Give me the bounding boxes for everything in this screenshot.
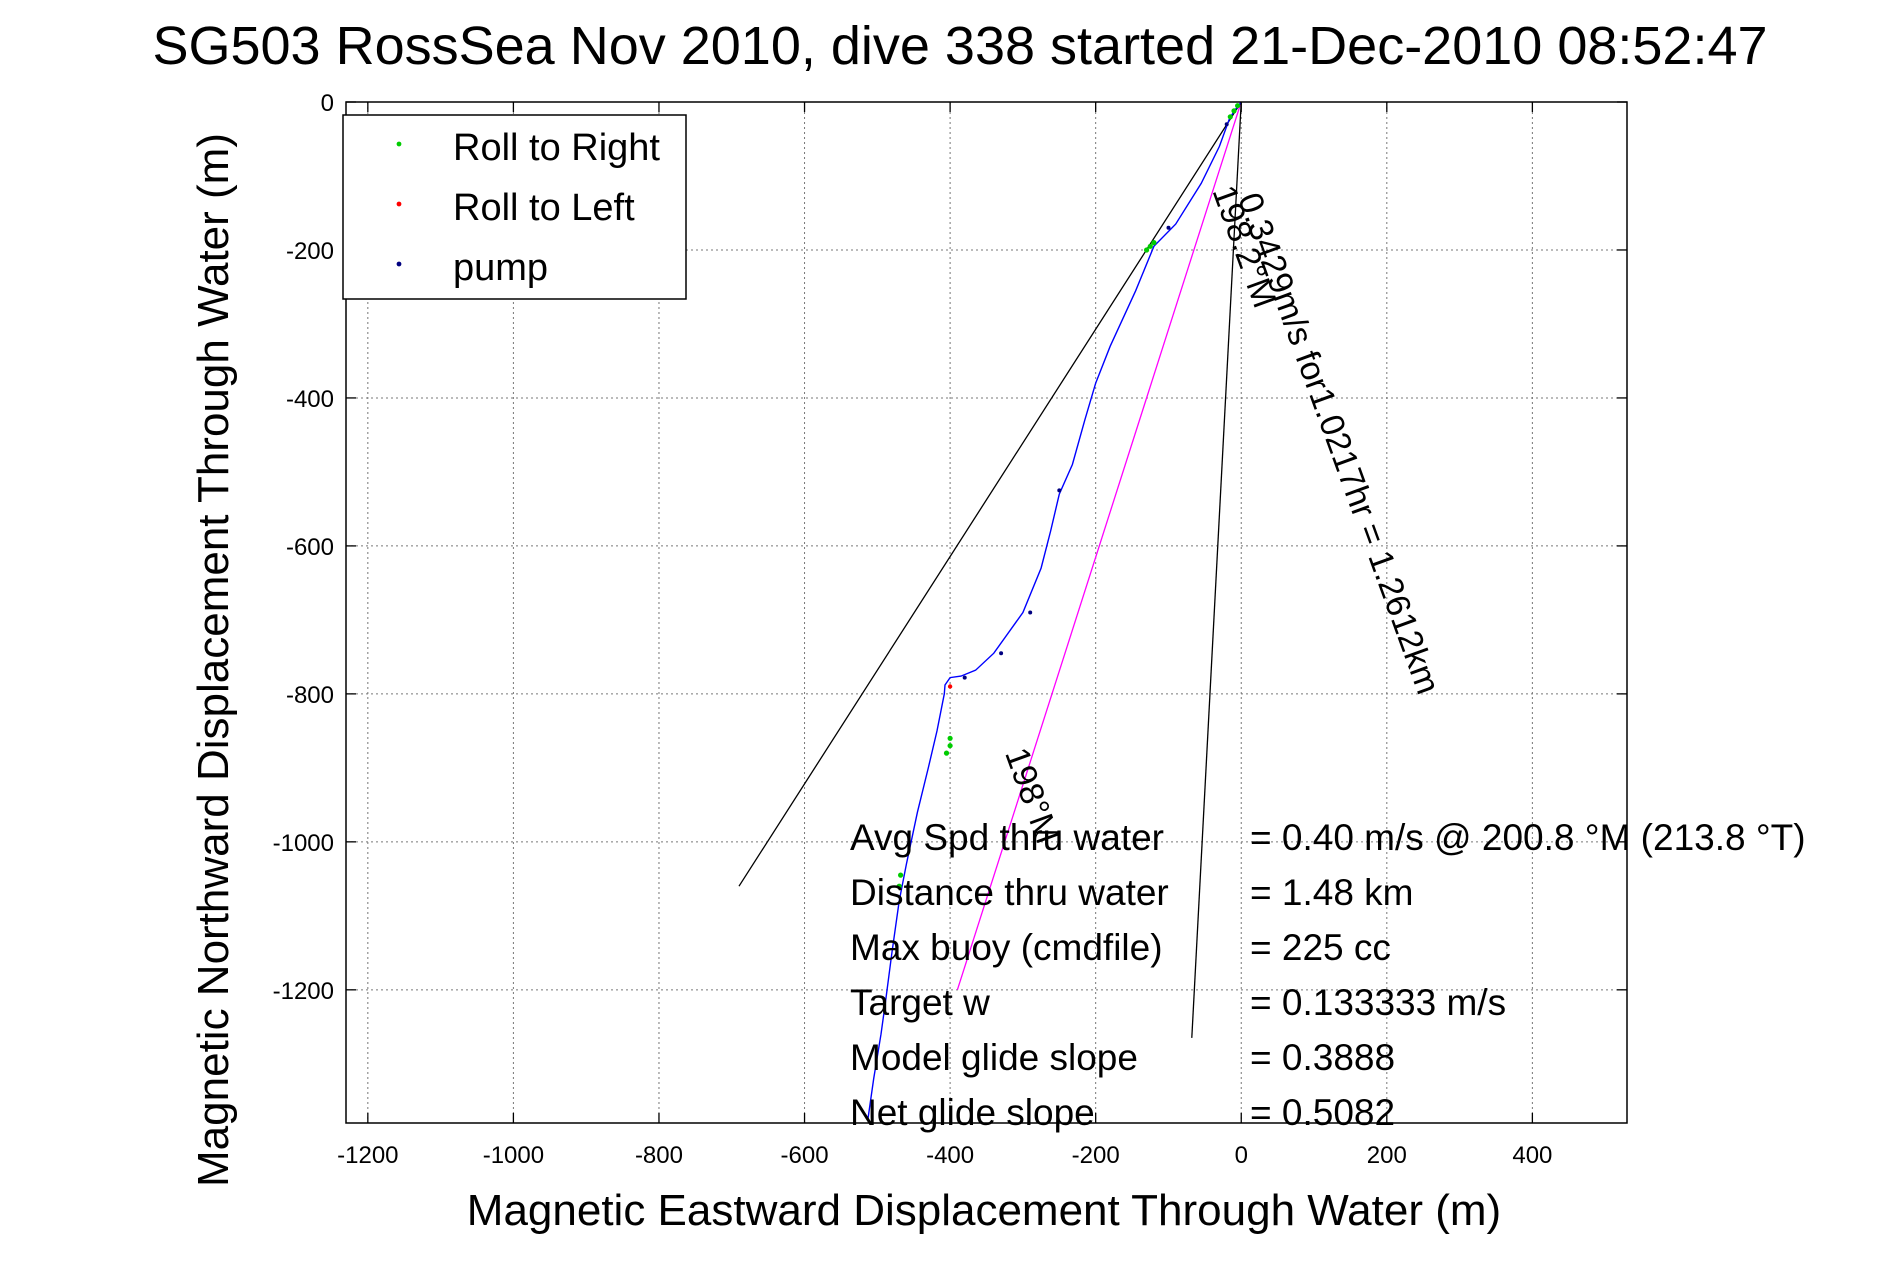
right-envelope-line (1191, 101, 1242, 1038)
roll-right-point-3 (1151, 240, 1157, 246)
roll-right-point-8 (943, 750, 950, 756)
legend-label-1: Roll to Left (453, 187, 635, 229)
summary-value-5: = 0.5082 (1250, 1092, 1395, 1133)
x-tick-label-8: 400 (1512, 1142, 1552, 1169)
x-tick-label-7: 200 (1367, 1142, 1407, 1169)
pump-point-5 (962, 675, 967, 680)
y-tick-label-2: -400 (286, 386, 334, 413)
roll-left-point-0 (947, 684, 953, 689)
roll-right-point-4 (1147, 243, 1153, 249)
summary-label-0: Avg Spd thru water (850, 817, 1164, 858)
summary-label-3: Target w (850, 982, 990, 1023)
ticks-layer: -1200 -1000 -800 -600 -400 -200 0 200 400 0 -200 -4… (273, 90, 1627, 1169)
y-tick-label-5: -1000 (273, 830, 334, 857)
roll-right-point-2 (1227, 114, 1233, 120)
y-tick-label-3: -600 (286, 534, 334, 561)
pump-point-3 (1028, 610, 1033, 615)
pump-point-1 (1166, 225, 1171, 230)
x-tick-label-2: -800 (635, 1142, 683, 1169)
roll-right-point-1 (1231, 108, 1237, 114)
plot-area-frame (345, 101, 1628, 1124)
axes-layer (345, 101, 1628, 1124)
legend-label-2: pump (453, 247, 548, 289)
x-tick-label-0: -1200 (337, 1142, 398, 1169)
summary-value-0: = 0.40 m/s @ 200.8 °M (213.8 °T) (1250, 817, 1806, 858)
x-tick-label-5: -200 (1072, 1142, 1120, 1169)
x-tick-label-1: -1000 (483, 1142, 544, 1169)
legend-marker-1 (396, 201, 402, 207)
glider-track-line (867, 101, 1242, 1120)
x-tick-label-3: -600 (781, 1142, 829, 1169)
pump-point-2 (1057, 488, 1062, 493)
roll-right-point-0 (1235, 103, 1241, 109)
summary-label-4: Model glide slope (850, 1037, 1138, 1078)
summary-box: Avg Spd thru water = 0.40 m/s @ 200.8 °M … (850, 817, 1806, 1133)
points-layer (896, 103, 1241, 889)
x-tick-label-4: -400 (926, 1142, 974, 1169)
y-tick-label-1: -200 (286, 238, 334, 265)
roll-right-point-10 (896, 883, 902, 889)
pump-point-0 (1224, 122, 1229, 127)
y-tick-label-4: -800 (286, 682, 334, 709)
roll-right-point-6 (947, 735, 953, 741)
summary-value-3: = 0.133333 m/s (1250, 982, 1506, 1023)
summary-value-4: = 0.3888 (1250, 1037, 1395, 1078)
summary-label-1: Distance thru water (850, 872, 1169, 913)
legend: Roll to Right Roll to Left pump (342, 114, 687, 300)
y-tick-label-0: 0 (321, 90, 334, 117)
roll-right-point-9 (898, 872, 904, 878)
x-axis-label: Magnetic Eastward Displacement Through W… (467, 1186, 1501, 1235)
roll-right-point-5 (1144, 247, 1150, 253)
summary-label-5: Net glide slope (850, 1092, 1095, 1133)
legend-label-0: Roll to Right (453, 127, 660, 169)
summary-label-2: Max buoy (cmdfile) (850, 927, 1163, 968)
track-layer (867, 101, 1242, 1120)
roll-right-point-7 (947, 743, 953, 749)
avg-direction-line (956, 101, 1242, 990)
chart-title: SG503 RossSea Nov 2010, dive 338 started… (152, 16, 1767, 76)
y-axis-label: Magnetic Northward Displacement Through … (189, 133, 238, 1187)
summary-value-1: = 1.48 km (1250, 872, 1414, 913)
lines-layer (738, 101, 1242, 1038)
summary-value-2: = 225 cc (1250, 927, 1391, 968)
legend-marker-0 (396, 141, 402, 147)
x-tick-label-6: 0 (1235, 1142, 1248, 1169)
left-envelope-line (738, 101, 1242, 887)
y-tick-label-6: -1200 (273, 978, 334, 1005)
pump-point-4 (999, 651, 1004, 656)
legend-marker-2 (396, 261, 402, 267)
